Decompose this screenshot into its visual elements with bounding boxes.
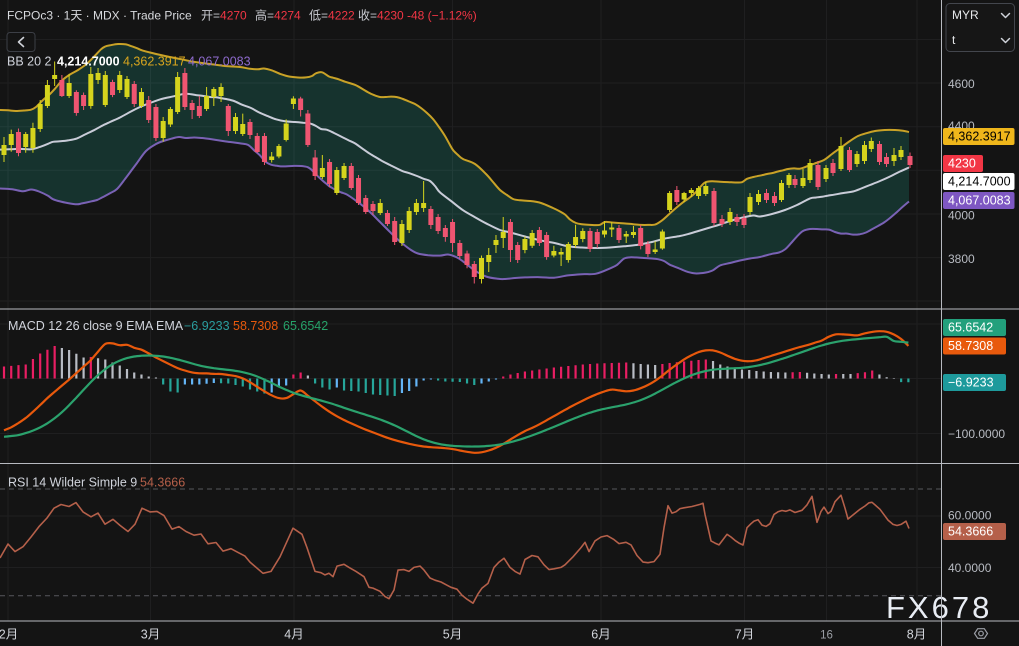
svg-text:t: t — [952, 33, 956, 47]
svg-text:收=4230: 收=4230 — [358, 9, 404, 23]
svg-text:2月: 2月 — [0, 628, 18, 642]
svg-text:6月: 6月 — [591, 628, 610, 642]
svg-text:FCPOc3 · 1天 · MDX · Trade Pric: FCPOc3 · 1天 · MDX · Trade Price — [7, 9, 192, 23]
svg-text:4,067.0083: 4,067.0083 — [948, 194, 1011, 208]
svg-text:4,362.3917: 4,362.3917 — [123, 55, 186, 69]
svg-text:3800: 3800 — [948, 252, 975, 266]
svg-text:54.3666: 54.3666 — [140, 476, 185, 490]
svg-text:60.0000: 60.0000 — [948, 509, 992, 523]
svg-text:4000: 4000 — [948, 209, 975, 223]
svg-text:65.6542: 65.6542 — [948, 321, 993, 335]
svg-text:4,362.3917: 4,362.3917 — [948, 130, 1011, 144]
svg-text:−6.9233: −6.9233 — [948, 376, 994, 390]
svg-text:4,067.0083: 4,067.0083 — [188, 55, 251, 69]
svg-text:BB 20 2: BB 20 2 — [7, 55, 52, 69]
svg-text:4230: 4230 — [948, 157, 976, 171]
svg-text:MACD 12 26 close 9 EMA EMA: MACD 12 26 close 9 EMA EMA — [8, 319, 184, 333]
svg-text:−6.9233: −6.9233 — [184, 319, 230, 333]
svg-text:3月: 3月 — [141, 628, 160, 642]
svg-text:58.7308: 58.7308 — [948, 339, 993, 353]
svg-text:65.6542: 65.6542 — [283, 319, 328, 333]
svg-text:MYR: MYR — [952, 8, 979, 22]
svg-text:低=4222: 低=4222 — [309, 9, 355, 23]
svg-text:58.7308: 58.7308 — [233, 319, 278, 333]
svg-text:7月: 7月 — [735, 628, 754, 642]
svg-text:4,214.7000: 4,214.7000 — [948, 175, 1011, 189]
svg-text:16: 16 — [820, 630, 833, 642]
svg-text:高=4274: 高=4274 — [255, 8, 301, 23]
svg-text:-48 (−1.12%): -48 (−1.12%) — [407, 9, 477, 23]
svg-text:FX678: FX678 — [886, 590, 992, 625]
svg-text:5月: 5月 — [443, 628, 462, 642]
svg-text:4,214.7000: 4,214.7000 — [57, 55, 120, 69]
svg-text:4月: 4月 — [284, 628, 303, 642]
svg-text:8月: 8月 — [907, 628, 926, 642]
svg-text:RSI 14 Wilder Simple 9: RSI 14 Wilder Simple 9 — [8, 476, 137, 490]
svg-text:40.0000: 40.0000 — [948, 561, 992, 575]
svg-text:54.3666: 54.3666 — [948, 525, 993, 539]
svg-text:开=4270: 开=4270 — [201, 9, 247, 23]
svg-text:−100.0000: −100.0000 — [948, 427, 1005, 441]
svg-text:4600: 4600 — [948, 77, 975, 91]
